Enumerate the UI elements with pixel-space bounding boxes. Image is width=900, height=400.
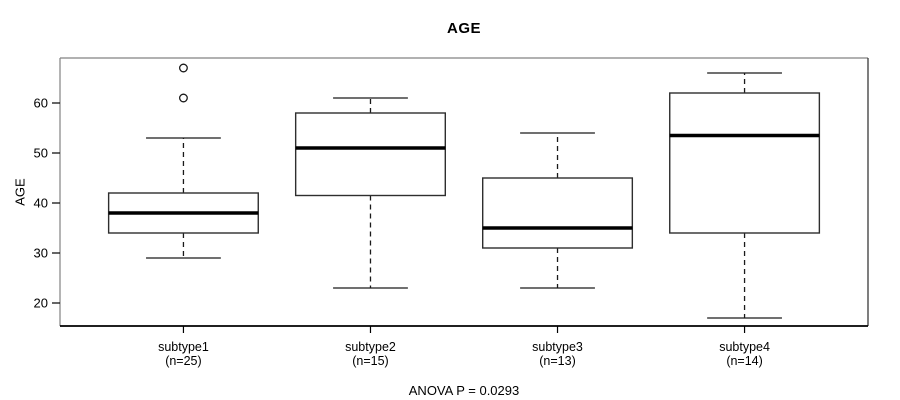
x-group-sublabel: (n=25)	[165, 354, 201, 368]
x-group-label: subtype2	[345, 340, 396, 354]
outlier-point	[178, 63, 188, 73]
outlier-point	[178, 93, 188, 103]
anova-annotation: ANOVA P = 0.0293	[408, 383, 520, 398]
iqr-box-subtype2	[294, 112, 446, 197]
x-group-sublabel: (n=15)	[352, 354, 388, 368]
x-group-label: subtype1	[158, 340, 209, 354]
y-tick-label: 30	[34, 246, 48, 261]
iqr-box-subtype4	[669, 92, 821, 234]
x-group-label: subtype3	[532, 340, 583, 354]
x-group-label: subtype4	[719, 340, 770, 354]
y-tick-label: 40	[34, 196, 48, 211]
y-tick-label: 50	[34, 146, 48, 161]
chart-title: AGE	[446, 20, 481, 37]
x-group-sublabel: (n=14)	[726, 354, 762, 368]
x-group-sublabel: (n=13)	[539, 354, 575, 368]
y-tick-label: 20	[34, 296, 48, 311]
iqr-box-subtype3	[482, 177, 634, 249]
y-tick-label: 60	[34, 96, 48, 111]
